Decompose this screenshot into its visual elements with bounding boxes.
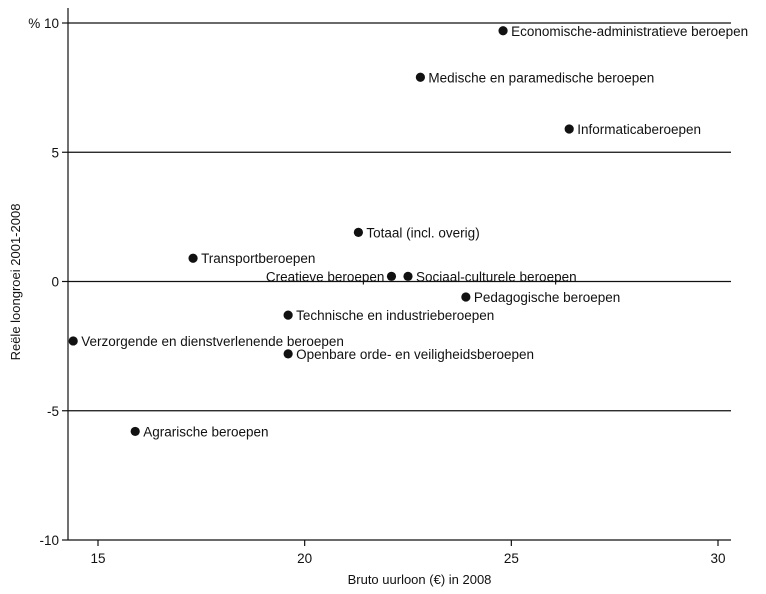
data-point	[386, 271, 397, 281]
data-point	[498, 26, 508, 36]
data-point	[283, 310, 293, 320]
y-axis-label: Reële loongroei 2001-2008	[8, 204, 23, 361]
point-label: Economische-administratieve beroepen	[511, 24, 748, 39]
x-tick-label: 15	[90, 551, 105, 566]
grid-lines	[68, 22, 731, 412]
point-label: Pedagogische beroepen	[474, 290, 620, 305]
point-label: Sociaal-culturele beroepen	[416, 269, 577, 284]
point-label: Totaal (incl. overig)	[366, 225, 479, 240]
point-label: Creatieve beroepen	[266, 269, 385, 284]
y-tick-label: -10	[39, 533, 59, 548]
data-points	[68, 26, 574, 437]
data-point	[283, 349, 293, 359]
y-tick-label: 0	[51, 275, 59, 290]
y-tick-labels: -10 -5 0 5 % 10	[28, 16, 59, 548]
point-label: Openbare orde- en veiligheidsberoepen	[296, 347, 534, 362]
x-axis-label: Bruto uurloon (€) in 2008	[348, 572, 492, 587]
data-point	[130, 426, 140, 437]
data-point	[188, 253, 198, 263]
point-label: Verzorgende en dienstverlenende beroepen	[81, 334, 344, 349]
point-label: Transportberoepen	[201, 251, 315, 266]
x-tick-label: 30	[710, 551, 725, 566]
point-label: Technische en industrieberoepen	[296, 308, 494, 323]
x-tick-label: 20	[297, 551, 312, 566]
point-label: Medische en paramedische beroepen	[428, 70, 654, 85]
data-point	[353, 227, 363, 237]
y-tick-label: -5	[47, 404, 59, 419]
point-label: Informaticaberoepen	[577, 122, 701, 137]
y-tick-label: % 10	[28, 16, 59, 31]
axes	[62, 8, 731, 546]
point-labels: Economische-administratieve beroepen Medi…	[81, 24, 748, 440]
data-point	[403, 271, 413, 281]
point-label: Agrarische beroepen	[143, 424, 268, 439]
data-point	[564, 124, 574, 134]
x-tick-labels: 15 20 25 30	[90, 551, 725, 566]
y-tick-label: 5	[51, 145, 59, 160]
data-point	[461, 292, 471, 302]
data-point	[415, 72, 425, 82]
x-tick-label: 25	[504, 551, 519, 566]
data-point	[68, 336, 78, 346]
